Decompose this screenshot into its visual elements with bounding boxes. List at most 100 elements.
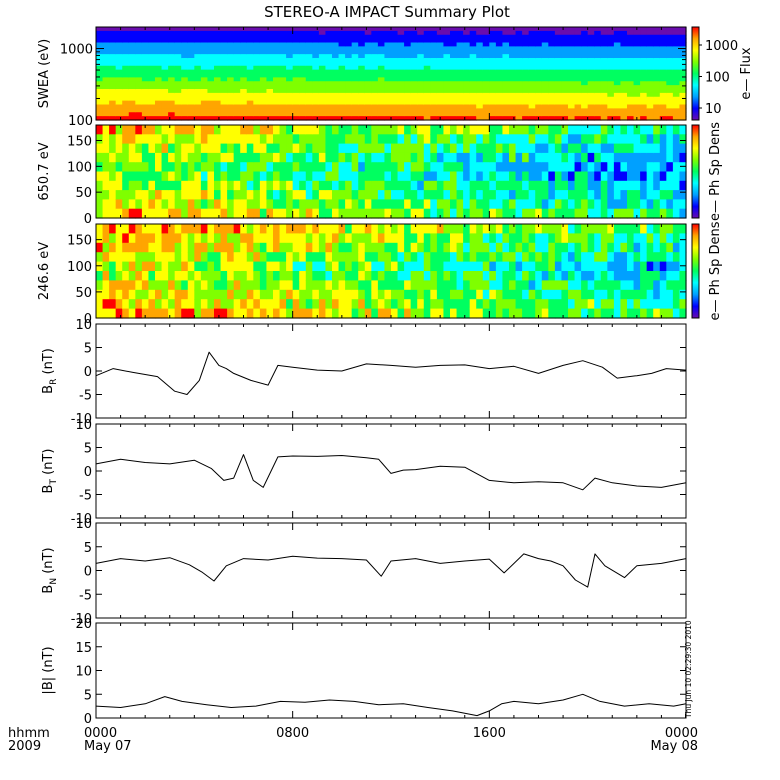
spectrogram-cell bbox=[273, 308, 281, 319]
spectrogram-cell bbox=[548, 125, 556, 135]
spectrogram-cell bbox=[207, 125, 215, 135]
spectrogram-cell bbox=[266, 143, 274, 154]
spectrogram-cell bbox=[227, 77, 235, 82]
spectrogram-cell bbox=[318, 27, 327, 32]
spectrogram-cell bbox=[581, 96, 589, 102]
spectrogram-cell bbox=[122, 271, 130, 281]
spectrogram-cell bbox=[345, 280, 353, 291]
spectrogram-cell bbox=[397, 85, 405, 90]
spectrogram-cell bbox=[325, 180, 333, 191]
spectrogram-cell bbox=[548, 58, 556, 63]
spectrogram-cell bbox=[181, 73, 189, 78]
spectrogram-cell bbox=[443, 54, 451, 59]
spectrogram-cell bbox=[200, 61, 209, 67]
spectrogram-cell bbox=[345, 89, 353, 94]
spectrogram-cell bbox=[273, 233, 281, 244]
spectrogram-cell bbox=[574, 208, 582, 219]
spectrogram-cell bbox=[207, 30, 215, 36]
spectrogram-cell bbox=[384, 46, 392, 51]
spectrogram-cell bbox=[482, 242, 490, 253]
spectrogram-cell bbox=[312, 208, 320, 219]
series-line bbox=[95, 553, 687, 588]
spectrogram-cell bbox=[200, 34, 209, 40]
spectrogram-cell bbox=[141, 242, 150, 253]
spectrogram-cell bbox=[554, 271, 563, 281]
spectrogram-cell bbox=[187, 42, 195, 47]
spectrogram-cell bbox=[613, 112, 622, 117]
spectrogram-cell bbox=[273, 112, 281, 117]
spectrogram-cell bbox=[187, 69, 195, 75]
spectrogram-cell bbox=[312, 77, 320, 82]
spectrogram-cell bbox=[207, 81, 215, 86]
spectrogram-cell bbox=[620, 96, 628, 102]
spectrogram-cell bbox=[600, 65, 608, 71]
spectrogram-cell bbox=[273, 180, 281, 191]
spectrogram-cell bbox=[653, 261, 661, 272]
spectrogram-cell bbox=[528, 34, 536, 40]
spectrogram-cell bbox=[397, 81, 405, 86]
spectrogram-cell bbox=[148, 112, 156, 117]
spectrogram-cell bbox=[587, 65, 595, 71]
spectrogram-cell bbox=[463, 34, 471, 40]
spectrogram-cell bbox=[345, 27, 353, 32]
spectrogram-cell bbox=[155, 89, 163, 94]
spectrogram-cell bbox=[338, 134, 346, 145]
spectrogram-cell bbox=[259, 162, 268, 173]
spectrogram-cell bbox=[600, 30, 608, 36]
spectrogram-cell bbox=[509, 54, 517, 59]
spectrogram-cell bbox=[246, 289, 254, 300]
spectrogram-cell bbox=[299, 261, 307, 272]
spectrogram-cell bbox=[325, 104, 333, 109]
spectrogram-cell bbox=[128, 280, 136, 291]
spectrogram-cell bbox=[627, 65, 635, 71]
spectrogram-cell bbox=[391, 30, 399, 36]
spectrogram-cell bbox=[423, 280, 431, 291]
spectrogram-cell bbox=[194, 199, 202, 210]
spectrogram-cell bbox=[351, 46, 359, 51]
spectrogram-cell bbox=[253, 92, 261, 98]
spectrogram-cell bbox=[404, 108, 412, 113]
spectrogram-cell bbox=[253, 208, 261, 219]
spectrogram-cell bbox=[266, 116, 274, 121]
spectrogram-cell bbox=[292, 69, 300, 75]
spectrogram-cell bbox=[568, 46, 576, 51]
spectrogram-cell bbox=[135, 252, 143, 263]
spectrogram-cell bbox=[338, 252, 346, 263]
spectrogram-cell bbox=[384, 100, 392, 106]
y-tick-label: -10 bbox=[71, 612, 92, 627]
spectrogram-cell bbox=[627, 92, 635, 98]
spectrogram-cell bbox=[679, 92, 687, 98]
spectrogram-cell bbox=[96, 30, 104, 36]
spectrogram-cell bbox=[286, 271, 294, 281]
spectrogram-cell bbox=[600, 143, 608, 154]
spectrogram-cell bbox=[482, 77, 490, 82]
spectrogram-cell bbox=[246, 65, 254, 71]
spectrogram-cell bbox=[240, 69, 248, 75]
spectrogram-cell bbox=[541, 208, 549, 219]
spectrogram-cell bbox=[568, 112, 576, 117]
spectrogram-cell bbox=[410, 233, 418, 244]
spectrogram-cell bbox=[509, 92, 517, 98]
spectrogram-cell bbox=[364, 261, 372, 272]
spectrogram-cell bbox=[299, 224, 307, 234]
spectrogram-cell bbox=[548, 271, 556, 281]
spectrogram-cell bbox=[679, 112, 687, 117]
spectrogram-cell bbox=[377, 224, 386, 234]
spectrogram-cell bbox=[391, 134, 399, 145]
spectrogram-cell bbox=[109, 34, 117, 40]
spectrogram-cell bbox=[364, 85, 372, 90]
spectrogram-cell bbox=[587, 38, 595, 44]
spectrogram-cell bbox=[332, 81, 340, 86]
spectrogram-cell bbox=[299, 58, 307, 63]
spectrogram-cell bbox=[214, 171, 222, 182]
spectrogram-cell bbox=[371, 162, 379, 173]
spectrogram-cell bbox=[161, 85, 169, 90]
spectrogram-cell bbox=[240, 65, 248, 71]
spectrogram-cell bbox=[384, 289, 392, 300]
spectrogram-cell bbox=[535, 77, 543, 82]
spectrogram-cell bbox=[155, 299, 163, 310]
spectrogram-cell bbox=[489, 208, 497, 219]
spectrogram-cell bbox=[338, 85, 346, 90]
spectrogram-cell bbox=[509, 100, 517, 106]
